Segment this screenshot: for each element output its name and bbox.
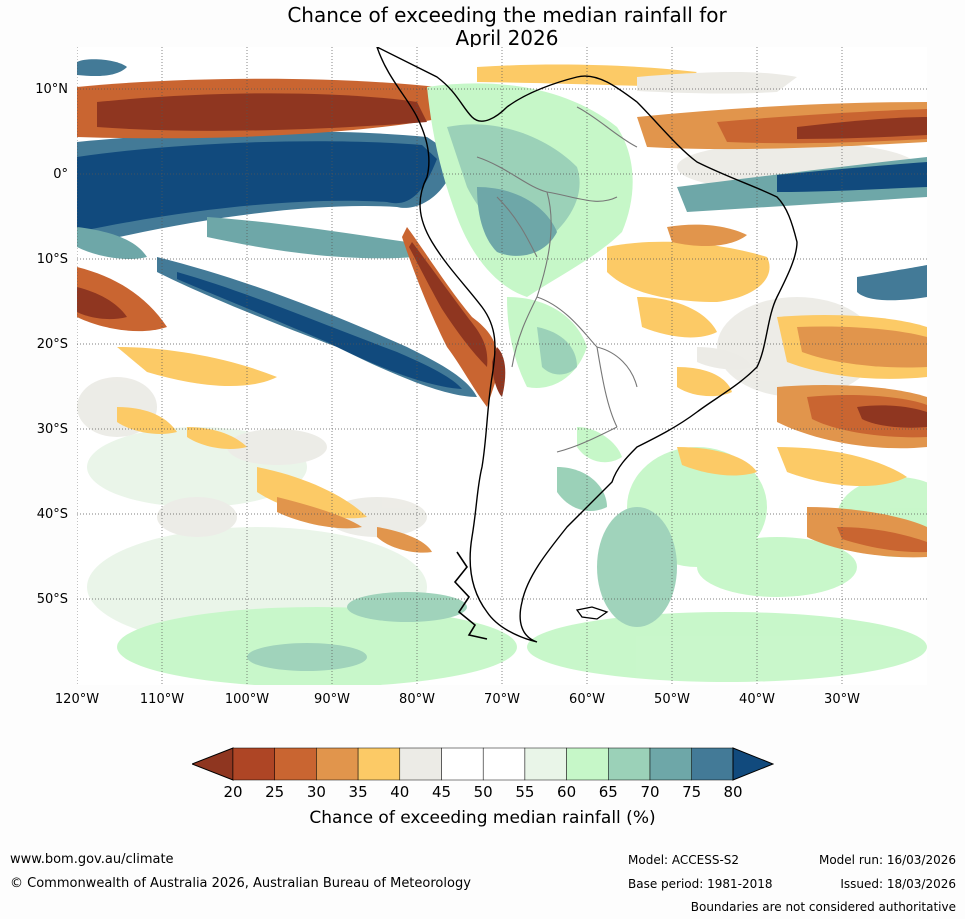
title-line-2: April 2026 [455,26,559,50]
country-borders [476,106,638,453]
model-run-text: Model run: 16/03/2026 [818,853,956,867]
colorbar-label: Chance of exceeding median rainfall (%) [309,808,656,828]
colorbar-over-arrow [732,747,774,781]
colorbar-swatch-30-35 [316,747,359,781]
atlantic-dry-patches [677,315,927,558]
lon-label-60w: 60°W [569,692,605,707]
model-text: Model: ACCESS-S2 [628,853,740,867]
chile-fjords [453,551,488,640]
colorbar-tick-45: 45 [431,783,452,801]
lon-label-40w: 40°W [739,692,775,707]
colorbar-tick-40: 40 [390,783,410,801]
colorbar-tick-60: 60 [557,783,577,801]
pacific-dry-patches [77,267,432,553]
continent-wet-patches [427,83,633,512]
northern-dry-band [77,59,927,150]
colorbar-swatch-25-30 [274,747,317,781]
south-america-coastline [376,47,798,643]
colorbar-tick-30: 30 [306,783,326,801]
lon-label-80w: 80°W [399,692,435,707]
colorbar-swatch-50-55 [482,747,526,781]
colorbar-swatch-55-60 [524,747,567,781]
colorbar-tick-50: 50 [473,783,493,801]
colorbar-under-arrow [192,747,234,781]
lon-label-30w: 30°W [824,692,860,707]
lon-label-110w: 110°W [139,692,185,707]
lat-label-30s: 30°S [36,422,68,437]
copyright-text: © Commonwealth of Australia 2026, Austra… [10,876,471,891]
issued-text: Issued: 18/03/2026 [840,877,956,891]
colorbar-tick-65: 65 [598,783,618,801]
lon-label-90w: 90°W [314,692,350,707]
colorbar-tick-55: 55 [515,783,535,801]
rainfall-map-canvas [77,47,927,685]
colorbar-swatch-65-70 [608,747,651,781]
colorbar-swatch-60-65 [566,747,609,781]
colorbar-tick-25: 25 [265,783,285,801]
brazil-dry-patches [607,224,770,397]
lon-label-70w: 70°W [484,692,520,707]
lat-label-0: 0° [53,167,68,182]
west-coast-dry-strip [402,227,506,407]
colorbar-tick-75: 75 [682,783,702,801]
lon-label-50w: 50°W [654,692,690,707]
colorbar-swatch-70-75 [649,747,692,781]
lat-label-10s: 10°S [36,252,68,267]
pacific-wet-band [77,131,477,397]
website-link[interactable]: www.bom.gov.au/climate [10,852,174,867]
title-line-1: Chance of exceeding the median rainfall … [287,3,727,27]
colorbar-tick-35: 35 [348,783,368,801]
base-period-text: Base period: 1981-2018 [628,877,773,891]
colorbar-swatch-20-25 [232,747,275,781]
colorbar-swatch-75-80 [691,747,734,781]
boundaries-disclaimer: Boundaries are not considered authoritat… [690,900,956,914]
colorbar-tick-20: 20 [223,783,243,801]
lon-label-100w: 100°W [224,692,270,707]
colorbar-tick-80: 80 [723,783,743,801]
lat-label-40s: 40°S [36,507,68,522]
lat-label-10n: 10°N [35,82,68,97]
lat-label-50s: 50°S [36,592,68,607]
colorbar-swatch-35-40 [357,747,401,781]
colorbar-swatch-45-50 [441,747,484,781]
map-title: Chance of exceeding the median rainfall … [0,4,965,50]
colorbar [192,747,774,781]
lat-label-20s: 20°S [36,337,68,352]
colorbar-swatch-40-45 [399,747,442,781]
rainfall-map [77,47,927,685]
atlantic-wet-band [677,157,927,301]
lon-label-120w: 120°W [54,692,100,707]
colorbar-tick-70: 70 [640,783,660,801]
falkland-islands [575,606,609,620]
